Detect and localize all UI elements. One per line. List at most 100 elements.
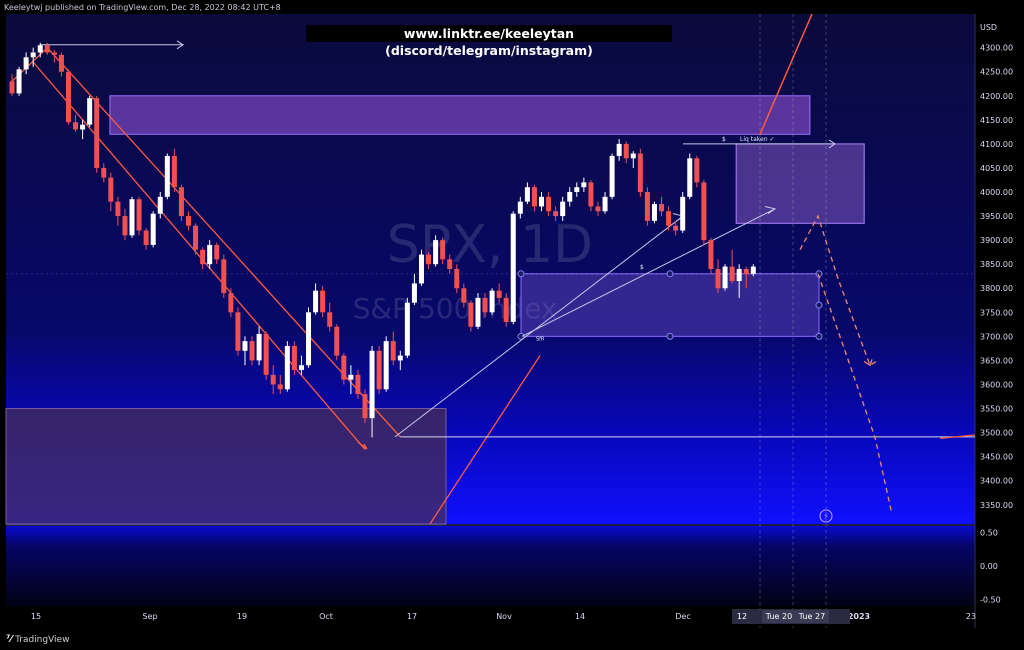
candle-body xyxy=(447,259,453,269)
candle-body xyxy=(369,350,375,419)
candle-body xyxy=(694,158,700,183)
arrow-head xyxy=(863,359,873,367)
candle-body xyxy=(249,341,255,361)
candle-body xyxy=(461,288,467,303)
candle-body xyxy=(553,211,559,217)
candle-body xyxy=(651,204,657,221)
y-tick-label: 4150.00 xyxy=(980,116,1013,125)
y-tick-label: 3950.00 xyxy=(980,212,1013,221)
x-tick-label: 2023 xyxy=(848,612,870,621)
projection-path-1 xyxy=(799,214,879,367)
cursor-date-label: Tue 20 xyxy=(765,612,792,621)
long-diagonal-lower xyxy=(429,355,541,525)
zone-handle[interactable] xyxy=(666,332,674,340)
level-marker xyxy=(939,434,976,440)
candle-body xyxy=(729,266,735,282)
arrow-head xyxy=(764,205,777,215)
y-tick-label: 3750.00 xyxy=(980,308,1013,317)
y-tick-label: 3450.00 xyxy=(980,453,1013,462)
x-tick-label: Oct xyxy=(319,612,333,621)
y-tick-label: 4100.00 xyxy=(980,140,1013,149)
candle-body xyxy=(418,254,424,284)
candle-body xyxy=(567,192,573,202)
zone-handle[interactable] xyxy=(666,270,674,278)
candle-body xyxy=(164,155,170,197)
arrow-head xyxy=(176,40,184,50)
candle-body xyxy=(73,122,79,130)
dec-supply-zone xyxy=(735,143,865,224)
candle-body xyxy=(397,355,403,361)
candle-body xyxy=(214,244,220,260)
y-tick-label: 4250.00 xyxy=(980,68,1013,77)
candle-body xyxy=(157,196,163,214)
candle-body xyxy=(376,350,382,390)
alert-icon[interactable] xyxy=(819,509,833,523)
candle-body xyxy=(736,269,742,282)
x-tick-label: 15 xyxy=(31,612,41,621)
candle-body xyxy=(129,199,135,236)
candle-body xyxy=(468,302,474,327)
candle-body xyxy=(115,201,121,217)
zone-handle[interactable] xyxy=(815,332,823,340)
candle-body xyxy=(531,187,537,207)
y-tick-label: 4300.00 xyxy=(980,44,1013,53)
x-tick-label: 12 xyxy=(737,612,747,621)
candle-body xyxy=(87,98,93,125)
arrow-head xyxy=(828,139,836,149)
candle-body xyxy=(743,269,749,274)
candle-body xyxy=(171,155,177,188)
candle-body xyxy=(270,374,276,385)
candle-body xyxy=(101,167,107,178)
candle-body xyxy=(235,312,241,351)
y-tick-label: 3800.00 xyxy=(980,284,1013,293)
candle-body xyxy=(510,213,516,322)
candle-body xyxy=(30,52,36,58)
candle-body xyxy=(256,333,262,361)
candle-body xyxy=(433,240,439,265)
candle-body xyxy=(616,143,622,156)
sfr-label: SfR xyxy=(536,336,545,342)
liq-taken-label: Liq taken ✓ xyxy=(740,136,774,143)
candle-body xyxy=(284,345,290,390)
y-tick-label: 4050.00 xyxy=(980,164,1013,173)
oscillator-pane xyxy=(6,526,975,606)
candle-body xyxy=(496,290,502,298)
candle-body xyxy=(708,240,714,269)
mid-demand-zone[interactable] xyxy=(520,273,820,337)
candle-body xyxy=(320,290,326,313)
zone-handle[interactable] xyxy=(517,332,525,340)
zone-handle[interactable] xyxy=(815,301,823,309)
osc-tick-label: 0.00 xyxy=(980,562,998,571)
x-tick-label: 23 xyxy=(966,612,976,621)
candle-body xyxy=(51,52,57,55)
rising-line-upper xyxy=(394,215,684,438)
publisher-caption: Keeleytwj published on TradingView.com, … xyxy=(4,3,281,12)
y-tick-label: 3400.00 xyxy=(980,477,1013,486)
currency-label: USD xyxy=(980,23,997,32)
y-tick-label: 4000.00 xyxy=(980,188,1013,197)
candle-body xyxy=(503,297,509,322)
y-tick-label: 3700.00 xyxy=(980,332,1013,341)
watermark-name: S&P 500 Index xyxy=(353,292,558,325)
candle-body xyxy=(94,98,100,168)
y-tick-label: 3850.00 xyxy=(980,260,1013,269)
downtrend-line-lower xyxy=(32,61,366,450)
y-tick-label: 3350.00 xyxy=(980,501,1013,510)
candle-body xyxy=(122,216,128,236)
candle-body xyxy=(178,187,184,217)
candle-body xyxy=(546,196,552,212)
candle-body xyxy=(539,196,544,207)
cursor-label-bg xyxy=(762,610,796,623)
zone-handle[interactable] xyxy=(517,270,525,278)
y-tick-label: 3550.00 xyxy=(980,405,1013,414)
cursor-label-bg xyxy=(795,610,829,623)
tradingview-logo-icon: ⁷⁄ xyxy=(6,634,13,645)
osc-tick-label: 0.50 xyxy=(980,529,998,538)
candle-body xyxy=(524,187,530,202)
candle-body xyxy=(517,201,523,214)
candle-body xyxy=(581,182,587,188)
candle-body xyxy=(560,201,566,217)
x-tick-label: Nov xyxy=(496,612,512,621)
candle-body xyxy=(136,199,142,231)
